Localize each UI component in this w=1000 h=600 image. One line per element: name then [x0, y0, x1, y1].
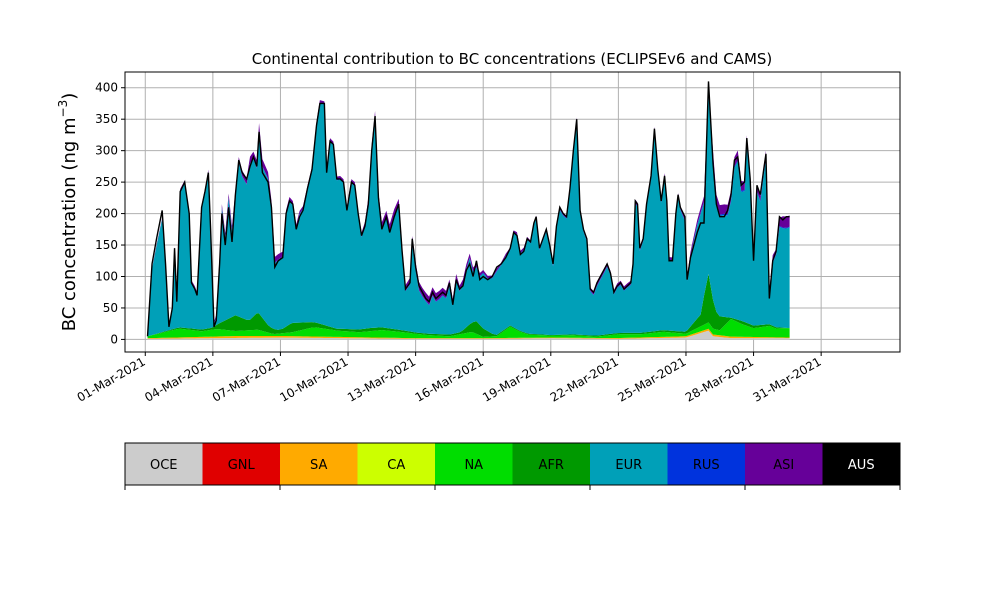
legend-swatch: [125, 443, 203, 485]
legend-cell-eur: EUR: [590, 443, 668, 485]
x-tick-label: 04-Mar-2021: [142, 354, 215, 404]
legend-cell-rus: RUS: [667, 443, 745, 485]
legend-colorbar: OCE GNL SA CA NA AFR EUR RUS ASI AUS: [124, 442, 901, 490]
y-tick-label: 200: [95, 207, 118, 221]
legend-label: CA: [387, 458, 405, 473]
legend-label: NA: [464, 458, 483, 473]
x-tick-label: 01-Mar-2021: [75, 354, 148, 404]
y-tick-label: 0: [110, 332, 118, 346]
legend-swatch: [435, 443, 513, 485]
y-tick-label: 300: [95, 144, 118, 158]
legend-label: EUR: [615, 458, 642, 473]
chart-title: Continental contribution to BC concentra…: [252, 50, 773, 68]
legend-swatch: [745, 443, 823, 485]
x-tick-label: 19-Mar-2021: [480, 354, 553, 404]
y-tick-label: 150: [95, 238, 118, 252]
legend-cell-asi: ASI: [745, 443, 823, 485]
legend-label: GNL: [228, 458, 256, 473]
stacked-area-layer: [147, 87, 790, 340]
x-tick-label: 16-Mar-2021: [413, 354, 486, 404]
plot-frame: [124, 71, 901, 353]
total-outline-layer: [146, 81, 790, 337]
total-outline-line: [146, 81, 790, 337]
legend-label: OCE: [150, 458, 178, 473]
x-tick-label: 25-Mar-2021: [615, 354, 688, 404]
legend-cell-aus: AUS: [822, 443, 900, 485]
y-tick-label: 400: [95, 81, 118, 95]
y-axis-label: BC concentration (ng m−3): [56, 93, 80, 332]
legend-label: RUS: [693, 458, 720, 473]
legend-cell-gnl: GNL: [202, 443, 280, 485]
legend-label: AFR: [539, 458, 564, 473]
area-sa: [147, 328, 790, 339]
legend-swatch: [822, 443, 900, 485]
legend-swatch: [357, 443, 435, 485]
legend-cell-afr: AFR: [512, 443, 590, 485]
y-tick-label: 50: [103, 301, 118, 315]
legend-swatch: [202, 443, 280, 485]
legend-cell-ca: CA: [357, 443, 435, 485]
legend-swatch: [512, 443, 590, 485]
legend-label: SA: [310, 458, 327, 473]
x-tick-label: 13-Mar-2021: [345, 354, 418, 404]
area-oce: [147, 330, 790, 340]
legend-swatch: [280, 443, 358, 485]
y-tick-label: 250: [95, 175, 118, 189]
area-eur: [147, 94, 790, 337]
legend-cell-sa: SA: [280, 443, 358, 485]
legend-frame: [124, 442, 901, 486]
y-tick-label: 100: [95, 269, 118, 283]
legend-cell-na: NA: [435, 443, 513, 485]
legend-cell-oce: OCE: [125, 443, 203, 485]
area-na: [147, 319, 790, 339]
legend-swatch: [667, 443, 745, 485]
legend-label: AUS: [848, 458, 875, 473]
x-tick-label: 07-Mar-2021: [210, 354, 283, 404]
x-tick-label: 31-Mar-2021: [751, 354, 824, 404]
y-tick-label: 350: [95, 112, 118, 126]
x-tick-label: 22-Mar-2021: [548, 354, 621, 404]
legend-swatch: [590, 443, 668, 485]
legend-label: ASI: [773, 458, 794, 473]
x-tick-label: 10-Mar-2021: [277, 354, 350, 404]
x-tick-label: 28-Mar-2021: [683, 354, 756, 404]
